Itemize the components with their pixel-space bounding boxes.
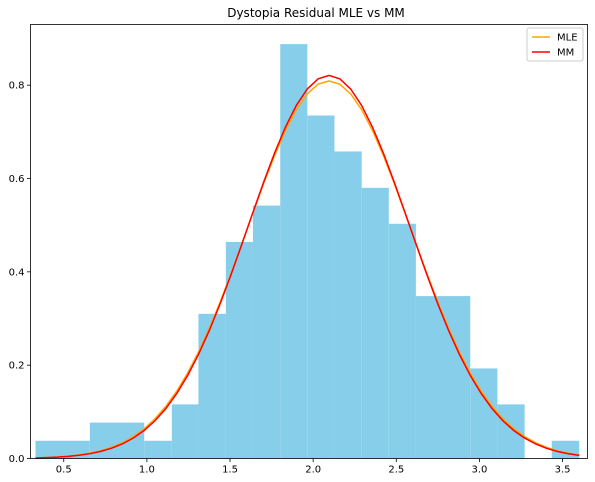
histogram-bar-6 (252, 205, 281, 459)
y-tick-label: 0.8 (9, 81, 25, 92)
histogram-bar-8 (307, 115, 335, 459)
histogram-bar-2 (144, 440, 172, 459)
x-tick-label: 2.0 (305, 465, 321, 476)
legend: MLE MM (526, 27, 584, 62)
y-tick-label: 0.6 (9, 174, 25, 185)
histogram-bar-4 (198, 313, 226, 459)
x-tick-label: 1.5 (222, 465, 238, 476)
histogram-bar-12 (415, 296, 471, 459)
chart-title: Dystopia Residual MLE vs MM (227, 6, 405, 20)
legend-label-mle: MLE (557, 33, 578, 44)
histogram-bar-0 (35, 440, 90, 459)
legend-label-mm: MM (557, 48, 574, 59)
histogram-bar-3 (171, 404, 199, 459)
y-tick-label: 0.0 (9, 454, 25, 465)
curve-mle (35, 80, 580, 459)
x-tick-label: 0.5 (56, 465, 72, 476)
histogram-bar-10 (361, 187, 389, 459)
histogram-bar-1 (89, 422, 145, 459)
histogram-bars (35, 44, 580, 459)
y-axis: 0.0 0.2 0.4 0.6 0.8 (9, 81, 31, 465)
y-tick-label: 0.4 (9, 267, 25, 278)
histogram-bar-11 (388, 223, 416, 459)
x-tick-label: 3.0 (471, 465, 487, 476)
histogram-bar-9 (334, 151, 362, 459)
histogram-bar-14 (497, 404, 525, 459)
fit-curves (35, 74, 580, 459)
y-tick-label: 0.2 (9, 361, 25, 372)
histogram-bar-7 (280, 44, 308, 459)
x-axis: 0.5 1.0 1.5 2.0 2.5 3.0 3.5 (56, 458, 571, 476)
x-tick-label: 2.5 (388, 465, 404, 476)
x-tick-label: 1.0 (139, 465, 155, 476)
curve-mm (35, 74, 580, 459)
x-tick-label: 3.5 (555, 465, 571, 476)
plot-frame (30, 24, 588, 459)
